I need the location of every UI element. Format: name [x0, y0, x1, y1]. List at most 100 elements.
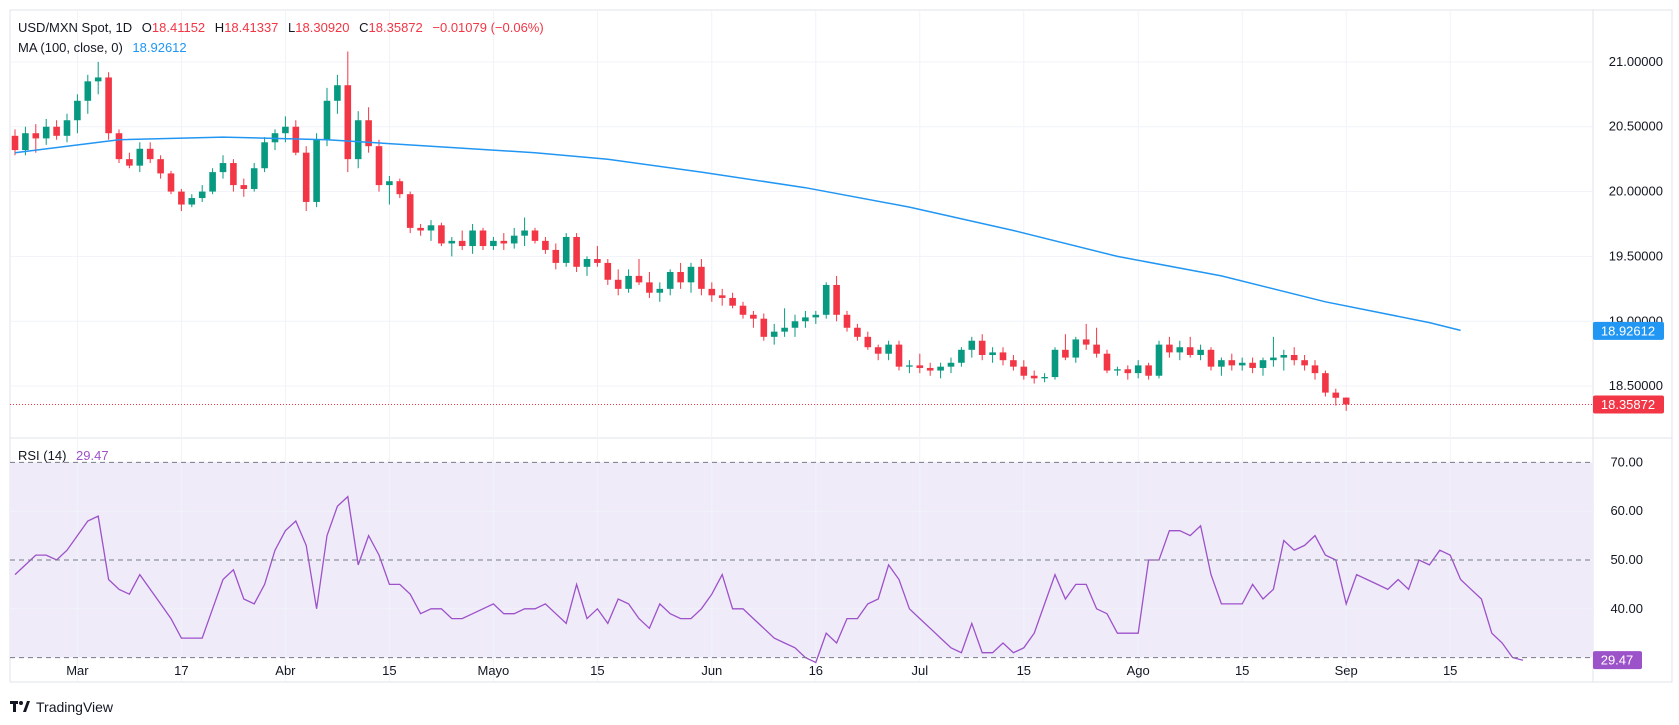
- candle: [230, 159, 237, 192]
- candle: [989, 347, 996, 363]
- candle-body: [895, 344, 903, 367]
- candle: [292, 120, 300, 156]
- candle: [250, 163, 258, 192]
- candle-body: [1030, 375, 1038, 379]
- candle-body: [1311, 365, 1319, 374]
- tradingview-logo[interactable]: TradingView: [10, 699, 114, 715]
- high-value: 18.41337: [224, 20, 278, 35]
- candle: [1124, 365, 1132, 380]
- rsi-line: [14, 495, 1524, 664]
- open-value: 18.41152: [152, 20, 205, 35]
- candle-body: [1249, 362, 1256, 368]
- candle: [323, 87, 331, 147]
- time-axis: Mar 17 Abr 15 Mayo 15 Jun 16 Jul 15 Ago 15 Sep 15: [66, 663, 1457, 678]
- candle-body: [531, 230, 539, 241]
- candle-body: [146, 148, 154, 160]
- candle-body: [479, 230, 487, 247]
- candle-body: [1176, 347, 1184, 353]
- candle-body: [1145, 365, 1152, 376]
- candle-body: [157, 159, 164, 174]
- candle: [209, 168, 216, 195]
- candle-body: [1155, 344, 1163, 376]
- candle-body: [916, 365, 924, 368]
- last-price-badge: 18.35872: [1593, 395, 1664, 414]
- candle-body: [573, 236, 580, 267]
- candle-body: [542, 240, 549, 250]
- candle-body: [625, 275, 632, 289]
- candle-body: [1342, 397, 1350, 405]
- candle: [1270, 336, 1277, 367]
- candle-body: [583, 259, 591, 267]
- candle-body: [1301, 360, 1308, 366]
- rsi-legend[interactable]: RSI (14) 29.47: [18, 448, 109, 463]
- candle-body: [1082, 339, 1090, 345]
- candle-body: [656, 288, 664, 293]
- candle: [937, 362, 944, 379]
- candle-body: [22, 133, 29, 151]
- candle-body: [874, 347, 882, 354]
- x-tick-label: Jul: [911, 663, 928, 678]
- candle: [490, 236, 497, 250]
- candle: [843, 310, 851, 332]
- x-tick-label: Jun: [701, 663, 722, 678]
- candle-body: [126, 159, 133, 166]
- candle: [1197, 344, 1204, 361]
- candle-body: [406, 194, 414, 228]
- candle: [178, 188, 185, 212]
- candle-body: [937, 366, 944, 371]
- candle: [386, 176, 393, 205]
- candle: [1290, 347, 1298, 366]
- candle-body: [261, 142, 268, 169]
- candle: [74, 94, 81, 134]
- candle: [396, 178, 404, 199]
- candle: [833, 275, 840, 322]
- x-tick-label: 15: [1235, 663, 1249, 678]
- y-tick-label: 19.50000: [1609, 248, 1663, 263]
- candle: [885, 340, 892, 361]
- rsi-axis: 40.00 50.00 60.00 70.00: [1610, 454, 1643, 615]
- x-tick-label: 15: [590, 663, 604, 678]
- candle: [219, 155, 227, 179]
- candle: [625, 269, 632, 293]
- candle: [531, 227, 539, 244]
- candle-body: [1020, 366, 1028, 376]
- candle: [687, 262, 695, 293]
- candle-body: [250, 168, 258, 189]
- candle-body: [750, 314, 757, 319]
- candle: [770, 323, 778, 345]
- candle-body: [219, 163, 227, 173]
- candle-body: [562, 236, 570, 263]
- candle: [614, 269, 622, 296]
- symbol-legend[interactable]: USD/MXN Spot, 1D O18.41152 H18.41337 L18…: [18, 20, 544, 35]
- y-tick-label: 50.00: [1610, 552, 1643, 567]
- candle: [115, 129, 123, 164]
- close-key: C: [359, 20, 368, 35]
- candle: [698, 259, 705, 296]
- candle: [874, 344, 882, 361]
- main-price-axis: 18.5000019.0000019.5000020.0000020.50000…: [1609, 54, 1663, 393]
- candle-body: [1322, 373, 1329, 393]
- ma-badge-label: 18.92612: [1601, 323, 1655, 338]
- candle-body: [552, 249, 560, 263]
- candle: [198, 185, 206, 202]
- y-tick-label: 20.00000: [1609, 184, 1663, 199]
- candle: [1114, 366, 1121, 376]
- candle: [760, 313, 768, 341]
- candle: [1072, 336, 1080, 363]
- candle: [126, 152, 133, 169]
- candle: [729, 292, 736, 309]
- candle-body: [240, 185, 248, 189]
- high-key: H: [215, 20, 224, 35]
- candle: [146, 142, 154, 164]
- candle: [812, 310, 820, 324]
- change-value: −0.01079 (−0.06%): [432, 20, 543, 35]
- candle-body: [1041, 377, 1048, 379]
- candle: [334, 74, 341, 114]
- candle-body: [1093, 344, 1100, 354]
- candle-body: [604, 262, 612, 280]
- ma-legend[interactable]: MA (100, close, 0) 18.92612: [18, 40, 187, 55]
- candle-body: [999, 352, 1007, 361]
- candle-body: [885, 344, 892, 354]
- candle-body: [63, 120, 71, 136]
